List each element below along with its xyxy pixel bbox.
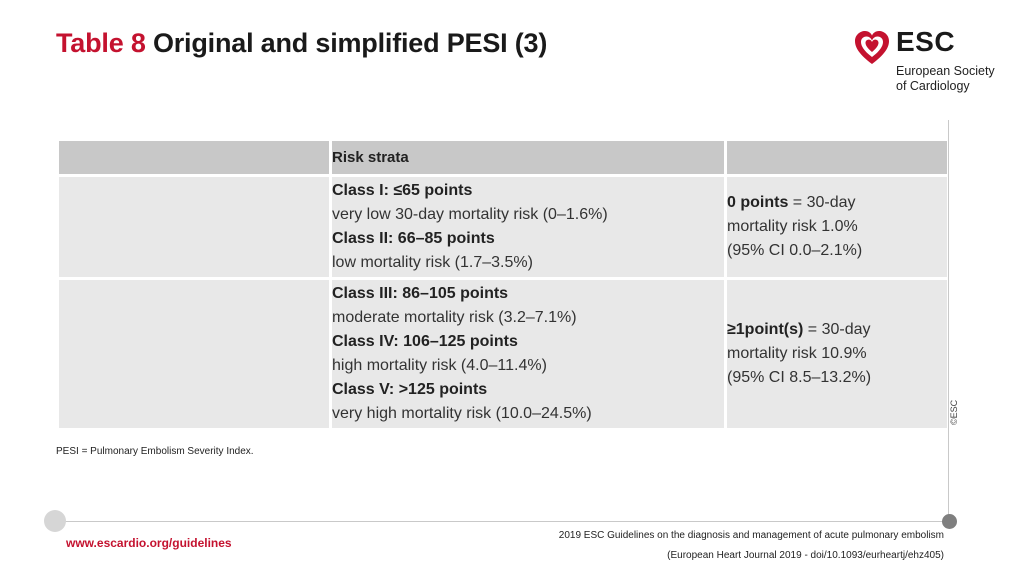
footer-divider <box>56 521 948 522</box>
points-value: ≥1point(s) <box>727 321 804 338</box>
table-row: Class I: ≤65 points very low 30-day mort… <box>59 177 947 277</box>
points-suffix: = 30-day <box>788 194 856 211</box>
simplified-pesi-cell: ≥1point(s) = 30-day mortality risk 10.9%… <box>727 280 947 428</box>
footer-dot-right <box>942 514 957 529</box>
pesi-table: Risk strata Class I: ≤65 points very low… <box>56 138 950 431</box>
class-name: Class V: >125 points <box>332 381 488 398</box>
points-line-3: (95% CI 8.5–13.2%) <box>727 369 872 386</box>
class-name: Class I: ≤65 points <box>332 182 473 199</box>
class-description: very high mortality risk (10.0–24.5%) <box>332 405 592 422</box>
footer-dot-left <box>44 510 66 532</box>
table-row: Class III: 86–105 points moderate mortal… <box>59 280 947 428</box>
points-line-3: (95% CI 0.0–2.1%) <box>727 242 863 259</box>
row-label-cell <box>59 177 329 277</box>
class-description: moderate mortality risk (3.2–7.1%) <box>332 309 577 326</box>
header-cell-risk-strata: Risk strata <box>332 141 724 174</box>
logo-line-2: of Cardiology <box>896 79 970 93</box>
points-line-1: 0 points = 30-day <box>727 191 947 215</box>
header-cell-empty-2 <box>727 141 947 174</box>
logo-full-name: European Society of Cardiology <box>896 64 995 94</box>
class-name: Class II: 66–85 points <box>332 230 495 247</box>
simplified-pesi-cell: 0 points = 30-day mortality risk 1.0% (9… <box>727 177 947 277</box>
logo-abbreviation: ESC <box>896 26 956 57</box>
copyright-label: ©ESC <box>949 399 959 425</box>
right-divider <box>948 120 949 520</box>
abbreviation-footnote: PESI = Pulmonary Embolism Severity Index… <box>56 446 254 457</box>
points-line-1: ≥1point(s) = 30-day <box>727 318 947 342</box>
points-suffix: = 30-day <box>803 321 871 338</box>
points-line-2: mortality risk 10.9% <box>727 345 867 362</box>
logo-line-1: European Society <box>896 64 995 78</box>
class-description: low mortality risk (1.7–3.5%) <box>332 254 533 271</box>
class-name: Class IV: 106–125 points <box>332 333 518 350</box>
citation-line-1: 2019 ESC Guidelines on the diagnosis and… <box>558 530 944 541</box>
class-name: Class III: 86–105 points <box>332 285 509 302</box>
class-description: high mortality risk (4.0–11.4%) <box>332 357 547 374</box>
page-title: Table 8 Original and simplified PESI (3) <box>56 28 547 59</box>
table-header-row: Risk strata <box>59 141 947 174</box>
risk-class-cell: Class I: ≤65 points very low 30-day mort… <box>332 177 724 277</box>
esc-logo: ESC European Society of Cardiology <box>852 26 1002 98</box>
guidelines-link[interactable]: www.escardio.org/guidelines <box>66 536 232 550</box>
citation-line-2: (European Heart Journal 2019 - doi/10.10… <box>667 550 944 561</box>
points-value: 0 points <box>727 194 789 211</box>
header-cell-empty <box>59 141 329 174</box>
table-title: Original and simplified PESI (3) <box>152 28 548 58</box>
risk-class-cell: Class III: 86–105 points moderate mortal… <box>332 280 724 428</box>
class-description: very low 30-day mortality risk (0–1.6%) <box>332 206 608 223</box>
row-label-cell <box>59 280 329 428</box>
table-number: Table 8 <box>56 28 146 58</box>
heart-logo-icon <box>855 31 889 64</box>
points-line-2: mortality risk 1.0% <box>727 218 858 235</box>
